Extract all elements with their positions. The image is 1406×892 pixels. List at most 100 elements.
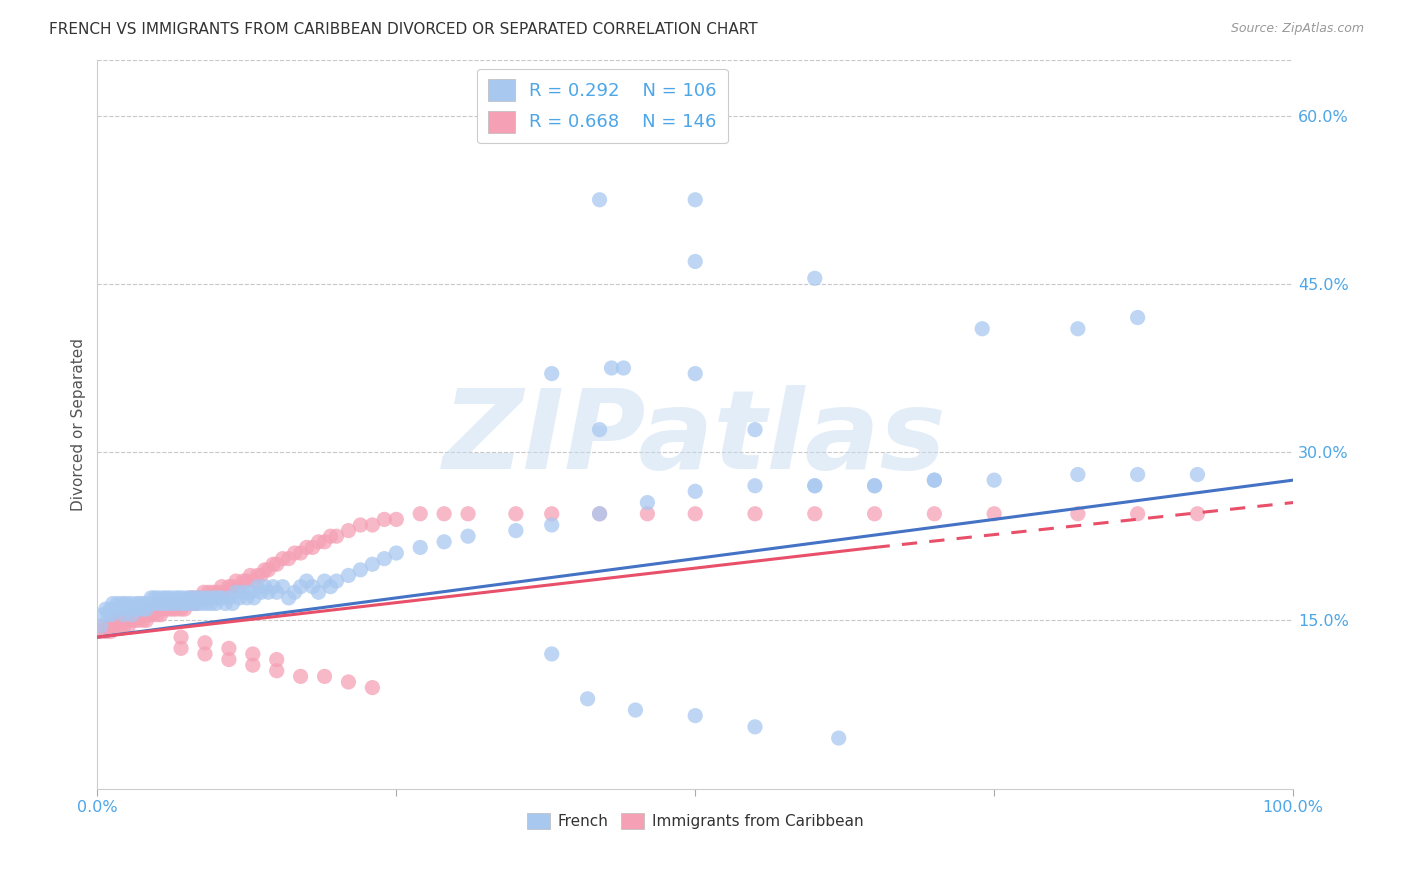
Point xyxy=(1067,507,1090,521)
Point xyxy=(149,607,172,622)
Point xyxy=(153,597,176,611)
Point xyxy=(108,602,131,616)
Point xyxy=(157,602,180,616)
Point xyxy=(266,664,288,678)
Point xyxy=(218,580,240,594)
Point xyxy=(221,597,243,611)
Point xyxy=(120,613,142,627)
Point xyxy=(214,585,236,599)
Point xyxy=(1126,310,1149,325)
Point xyxy=(804,507,827,521)
Point xyxy=(100,607,122,622)
Point xyxy=(246,568,269,582)
Point xyxy=(301,580,323,594)
Point xyxy=(190,597,212,611)
Point xyxy=(91,619,114,633)
Point xyxy=(94,602,117,616)
Point xyxy=(202,585,225,599)
Point xyxy=(1187,507,1209,521)
Point xyxy=(125,597,148,611)
Point xyxy=(104,619,127,633)
Point xyxy=(242,658,264,673)
Point xyxy=(132,613,155,627)
Point xyxy=(152,591,174,605)
Point xyxy=(117,619,139,633)
Point xyxy=(111,613,134,627)
Point xyxy=(193,585,215,599)
Point xyxy=(115,613,138,627)
Point xyxy=(301,541,323,555)
Point xyxy=(132,607,155,622)
Point xyxy=(101,597,124,611)
Point xyxy=(101,613,124,627)
Point xyxy=(1067,467,1090,482)
Point xyxy=(100,619,122,633)
Point xyxy=(138,597,160,611)
Point xyxy=(828,731,851,745)
Point xyxy=(162,597,184,611)
Point xyxy=(148,591,170,605)
Point xyxy=(924,473,946,487)
Point xyxy=(186,597,208,611)
Point xyxy=(165,591,187,605)
Point xyxy=(505,524,527,538)
Point xyxy=(983,473,1005,487)
Point xyxy=(127,602,149,616)
Point xyxy=(804,271,827,285)
Point xyxy=(612,361,634,376)
Point xyxy=(90,619,112,633)
Point xyxy=(172,597,194,611)
Point xyxy=(170,630,193,644)
Point xyxy=(243,574,266,588)
Point xyxy=(744,479,766,493)
Point xyxy=(197,591,219,605)
Point xyxy=(190,591,212,605)
Point xyxy=(194,647,217,661)
Point xyxy=(143,602,166,616)
Point xyxy=(972,322,994,336)
Point xyxy=(284,546,307,560)
Point xyxy=(257,585,280,599)
Point xyxy=(176,591,198,605)
Point xyxy=(146,607,169,622)
Point xyxy=(181,597,204,611)
Point xyxy=(129,597,152,611)
Point xyxy=(111,597,134,611)
Point xyxy=(211,591,233,605)
Point xyxy=(457,507,479,521)
Point xyxy=(540,367,562,381)
Point xyxy=(124,613,146,627)
Point xyxy=(172,591,194,605)
Point xyxy=(349,518,371,533)
Point xyxy=(540,518,562,533)
Point xyxy=(924,473,946,487)
Point xyxy=(132,597,155,611)
Point xyxy=(91,607,114,622)
Point xyxy=(239,585,262,599)
Point xyxy=(100,602,122,616)
Point xyxy=(107,613,129,627)
Point xyxy=(90,624,112,639)
Point xyxy=(588,423,610,437)
Point xyxy=(121,607,143,622)
Point xyxy=(277,591,299,605)
Point xyxy=(132,602,155,616)
Point xyxy=(250,568,273,582)
Point xyxy=(983,507,1005,521)
Point xyxy=(314,534,336,549)
Point xyxy=(636,495,658,509)
Point xyxy=(214,597,236,611)
Point xyxy=(295,574,318,588)
Point xyxy=(225,574,247,588)
Point xyxy=(924,507,946,521)
Point xyxy=(94,624,117,639)
Point xyxy=(188,591,211,605)
Point xyxy=(588,507,610,521)
Point xyxy=(361,518,384,533)
Point xyxy=(165,602,187,616)
Point xyxy=(337,675,360,690)
Text: FRENCH VS IMMIGRANTS FROM CARIBBEAN DIVORCED OR SEPARATED CORRELATION CHART: FRENCH VS IMMIGRANTS FROM CARIBBEAN DIVO… xyxy=(49,22,758,37)
Point xyxy=(319,529,342,543)
Point xyxy=(253,580,276,594)
Point xyxy=(115,597,138,611)
